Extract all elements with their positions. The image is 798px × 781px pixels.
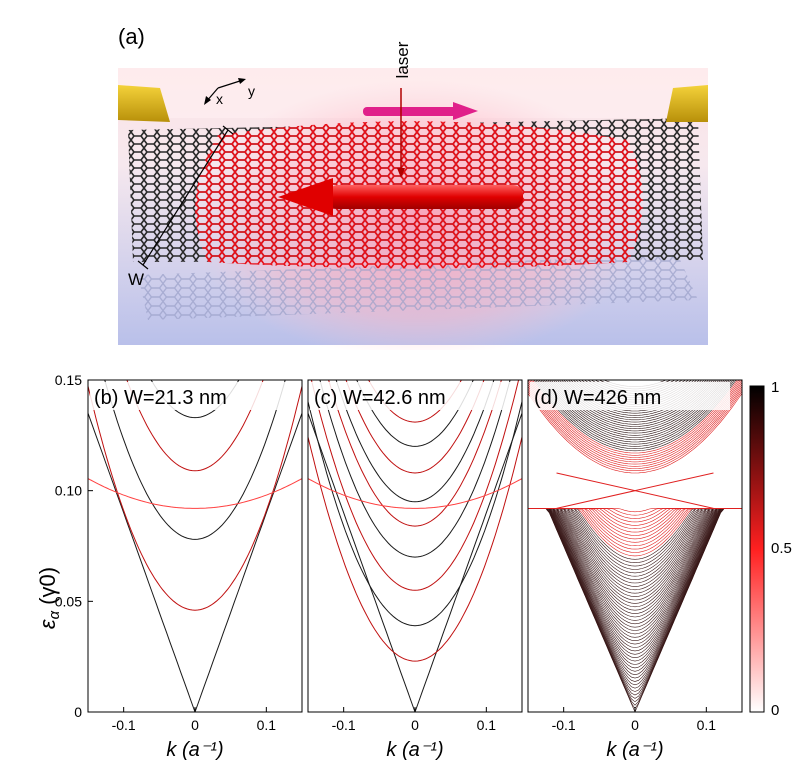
band-line [126, 380, 264, 472]
band-line [528, 508, 742, 642]
y-tick-label: 0.05 [55, 593, 82, 609]
band-line [528, 508, 742, 621]
band-line [308, 436, 522, 662]
x-tick-label: 0 [631, 717, 639, 733]
band-line [528, 508, 742, 608]
band-line [528, 508, 742, 513]
band-line [532, 380, 738, 454]
band-line [565, 380, 705, 414]
x-tick-label: -0.1 [112, 717, 136, 733]
y-tick-label: 0.10 [55, 483, 82, 499]
band-line [308, 478, 522, 509]
band-line [528, 508, 742, 635]
band-line [150, 380, 240, 419]
band-line [530, 380, 740, 456]
band-line [308, 401, 522, 627]
band-line [104, 380, 286, 540]
x-tick-label: 0.1 [257, 717, 277, 733]
laser-label: laser [393, 41, 412, 78]
band-line [528, 508, 742, 665]
band-line [536, 380, 734, 447]
band-line [528, 386, 742, 467]
band-curves [308, 380, 522, 712]
band-line [528, 388, 742, 469]
axis-y-label: y [248, 83, 255, 99]
band-line [533, 380, 737, 452]
colorbar [749, 385, 765, 713]
x-axis-label: k (a⁻¹) [166, 739, 223, 761]
band-line [528, 508, 742, 672]
x-tick-label: 0.1 [477, 717, 497, 733]
band-line [88, 385, 302, 611]
band-line [528, 508, 742, 648]
x-axis-label: k (a⁻¹) [386, 739, 443, 761]
colorbar-tick-1: 1 [771, 379, 779, 396]
band-line [528, 508, 742, 597]
band-line [356, 380, 474, 447]
y-tick-label: 0 [74, 704, 82, 720]
panel-title: (b) W=21.3 nm [94, 387, 227, 409]
x-tick-label: -0.1 [332, 717, 356, 733]
y-tick-label: 0.15 [55, 372, 82, 388]
plot-frame [307, 379, 523, 713]
x-tick-label: -0.1 [552, 717, 576, 733]
band-line [528, 390, 742, 471]
band-line [528, 508, 742, 614]
band-line [319, 380, 511, 558]
band-line [528, 382, 742, 463]
band-curves [88, 380, 302, 712]
colorbar-ticks: 1 0.5 0 [771, 379, 792, 719]
y-axis-label: εα(γ0) [35, 567, 63, 629]
band-line [368, 380, 462, 423]
band-line [528, 508, 742, 601]
band-line [528, 508, 742, 604]
crossing-line [556, 472, 714, 509]
panel-title: (d) W=426 nm [534, 387, 661, 409]
band-line [528, 384, 742, 465]
band-line [528, 508, 742, 659]
panel-c: (c) W=42.6 nm -0.1 0 0.1 k (a⁻¹) [307, 379, 523, 761]
band-line [310, 380, 520, 591]
band-line [345, 380, 485, 474]
x-axis-label: k (a⁻¹) [606, 739, 663, 761]
x-tick-label: 0 [411, 717, 419, 733]
band-line [528, 508, 742, 618]
band-line [528, 508, 742, 662]
band-line [528, 508, 742, 655]
band-line [308, 413, 522, 712]
axis-x-label: x [216, 91, 223, 107]
band-line [328, 380, 502, 527]
band-line [528, 508, 742, 631]
band-curves [528, 380, 742, 712]
band-line [528, 508, 742, 638]
x-tick-label: 0 [191, 717, 199, 733]
band-line [528, 508, 742, 676]
x-tick-label: 0.1 [697, 717, 717, 733]
band-line [88, 478, 302, 509]
band-line [528, 393, 742, 474]
band-line [528, 508, 742, 652]
band-line [528, 508, 742, 611]
band-line [528, 380, 742, 461]
band-line [528, 508, 742, 669]
colorbar-tick-0.5: 0.5 [771, 540, 792, 557]
width-label: W [128, 270, 144, 289]
panel-a-label: (a) [118, 24, 145, 49]
band-line [88, 413, 302, 712]
band-line [567, 380, 703, 412]
band-line [528, 508, 742, 625]
band-structure-plots: (b) W=21.3 nm-0.1 0 0.1k (a⁻¹)00.050.100.1… [35, 372, 792, 761]
panel-d: (d) W=426 nm -0.1 0 0.1 k (a⁻¹) [527, 379, 743, 761]
band-line [529, 380, 741, 458]
band-line [563, 380, 707, 416]
graphene-laser-illustration: laser x y W [118, 41, 708, 350]
colorbar-tick-0: 0 [771, 702, 779, 719]
band-line [528, 508, 742, 710]
band-line [535, 380, 735, 449]
panel-title: (c) W=42.6 nm [314, 387, 446, 409]
panel-b: (b) W=21.3 nm -0.1 0 0.1 k (a⁻¹) 0 0.05 0.10 0.1… [55, 372, 303, 761]
band-line [528, 508, 742, 628]
band-line [528, 508, 742, 645]
svg-text:εα(γ0): εα(γ0) [35, 567, 63, 629]
